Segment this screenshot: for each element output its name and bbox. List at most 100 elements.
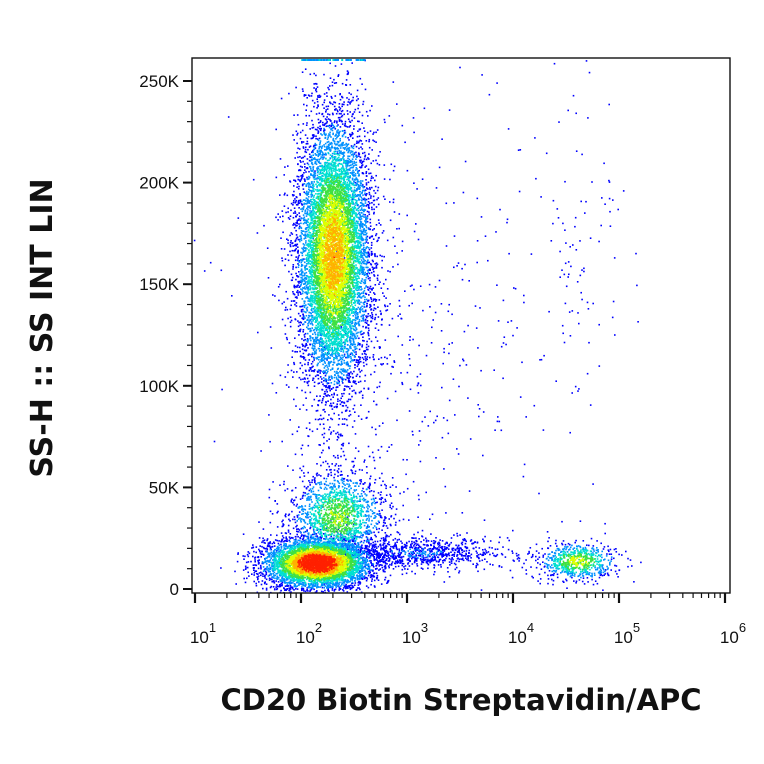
event-dot (365, 346, 368, 349)
event-dot (304, 282, 306, 285)
event-dot (453, 553, 456, 556)
event-dot (272, 481, 274, 483)
event-dot (301, 338, 303, 340)
event-dot (356, 556, 358, 559)
event-dot (368, 329, 370, 332)
event-dot (346, 424, 349, 427)
event-dot (298, 505, 301, 508)
event-dot (375, 557, 378, 560)
event-dot (519, 149, 522, 151)
event-dot (360, 166, 362, 169)
event-dot (298, 199, 300, 202)
event-dot (399, 562, 401, 564)
event-dot (301, 71, 304, 73)
event-dot (314, 347, 316, 350)
event-dot (352, 359, 354, 361)
event-dot (360, 315, 362, 318)
event-dot (494, 429, 496, 431)
event-dot (346, 353, 349, 356)
event-dot (450, 558, 452, 561)
event-dot (293, 499, 295, 502)
event-dot (387, 551, 389, 554)
event-dot (430, 533, 432, 535)
event-dot (317, 105, 319, 108)
event-dot (394, 562, 396, 565)
event-dot (364, 214, 366, 216)
event-dot (279, 194, 281, 196)
event-dot (397, 315, 399, 317)
event-dot (400, 560, 402, 562)
event-dot (307, 347, 309, 349)
event-dot (366, 578, 369, 580)
event-dot (366, 540, 368, 542)
event-dot (563, 341, 566, 344)
event-dot (551, 551, 553, 553)
event-dot (353, 355, 356, 357)
event-dot (349, 355, 352, 358)
event-dot (573, 580, 575, 582)
event-dot (355, 145, 358, 148)
event-dot (259, 564, 262, 567)
event-dot (375, 141, 377, 143)
event-dot (438, 549, 441, 552)
event-dot (447, 310, 450, 313)
event-dot (621, 554, 623, 556)
event-dot (321, 433, 324, 436)
event-dot (564, 229, 566, 231)
event-dot (299, 362, 302, 364)
event-dot (319, 586, 321, 588)
event-dot (303, 590, 305, 592)
event-dot (261, 553, 264, 555)
event-dot (484, 553, 486, 555)
event-dot (359, 551, 361, 554)
event-dot (323, 385, 326, 387)
event-dot (302, 214, 305, 216)
event-dot (486, 561, 488, 563)
event-dot (324, 411, 326, 413)
event-dot (432, 548, 435, 550)
event-dot (386, 305, 389, 307)
event-dot (372, 177, 374, 179)
event-dot (363, 577, 366, 580)
event-dot (300, 226, 302, 229)
event-dot (294, 212, 297, 214)
event-dot (465, 364, 468, 366)
event-dot (393, 211, 396, 213)
event-dot (379, 544, 381, 546)
event-dot (371, 312, 373, 314)
event-dot (535, 566, 538, 569)
event-dot (368, 211, 370, 213)
event-dot (575, 112, 577, 115)
event-dot (354, 380, 357, 383)
event-dot (319, 129, 322, 132)
event-dot (335, 108, 337, 110)
event-dot (296, 251, 299, 253)
event-dot (305, 374, 308, 376)
event-dot (429, 306, 431, 308)
event-dot (264, 582, 266, 585)
event-dot (282, 215, 284, 218)
event-dot (392, 555, 395, 558)
event-dot (542, 554, 545, 557)
event-dot (301, 292, 304, 295)
event-dot (304, 317, 306, 319)
event-dot (288, 342, 291, 344)
event-dot (377, 513, 379, 515)
event-dot (478, 415, 480, 418)
event-dot (607, 545, 609, 548)
event-dot (389, 270, 391, 273)
event-dot (467, 324, 469, 327)
event-dot (433, 567, 435, 569)
event-dot (373, 391, 375, 393)
event-dot (601, 197, 603, 199)
event-dot (350, 101, 352, 103)
event-dot (422, 550, 424, 552)
event-dot (301, 587, 304, 590)
event-dot (371, 544, 374, 547)
event-dot (394, 524, 397, 526)
event-dot (274, 295, 276, 297)
event-dot (296, 588, 299, 590)
event-dot (291, 194, 294, 196)
event-dot (382, 569, 385, 571)
event-dot (377, 561, 380, 564)
